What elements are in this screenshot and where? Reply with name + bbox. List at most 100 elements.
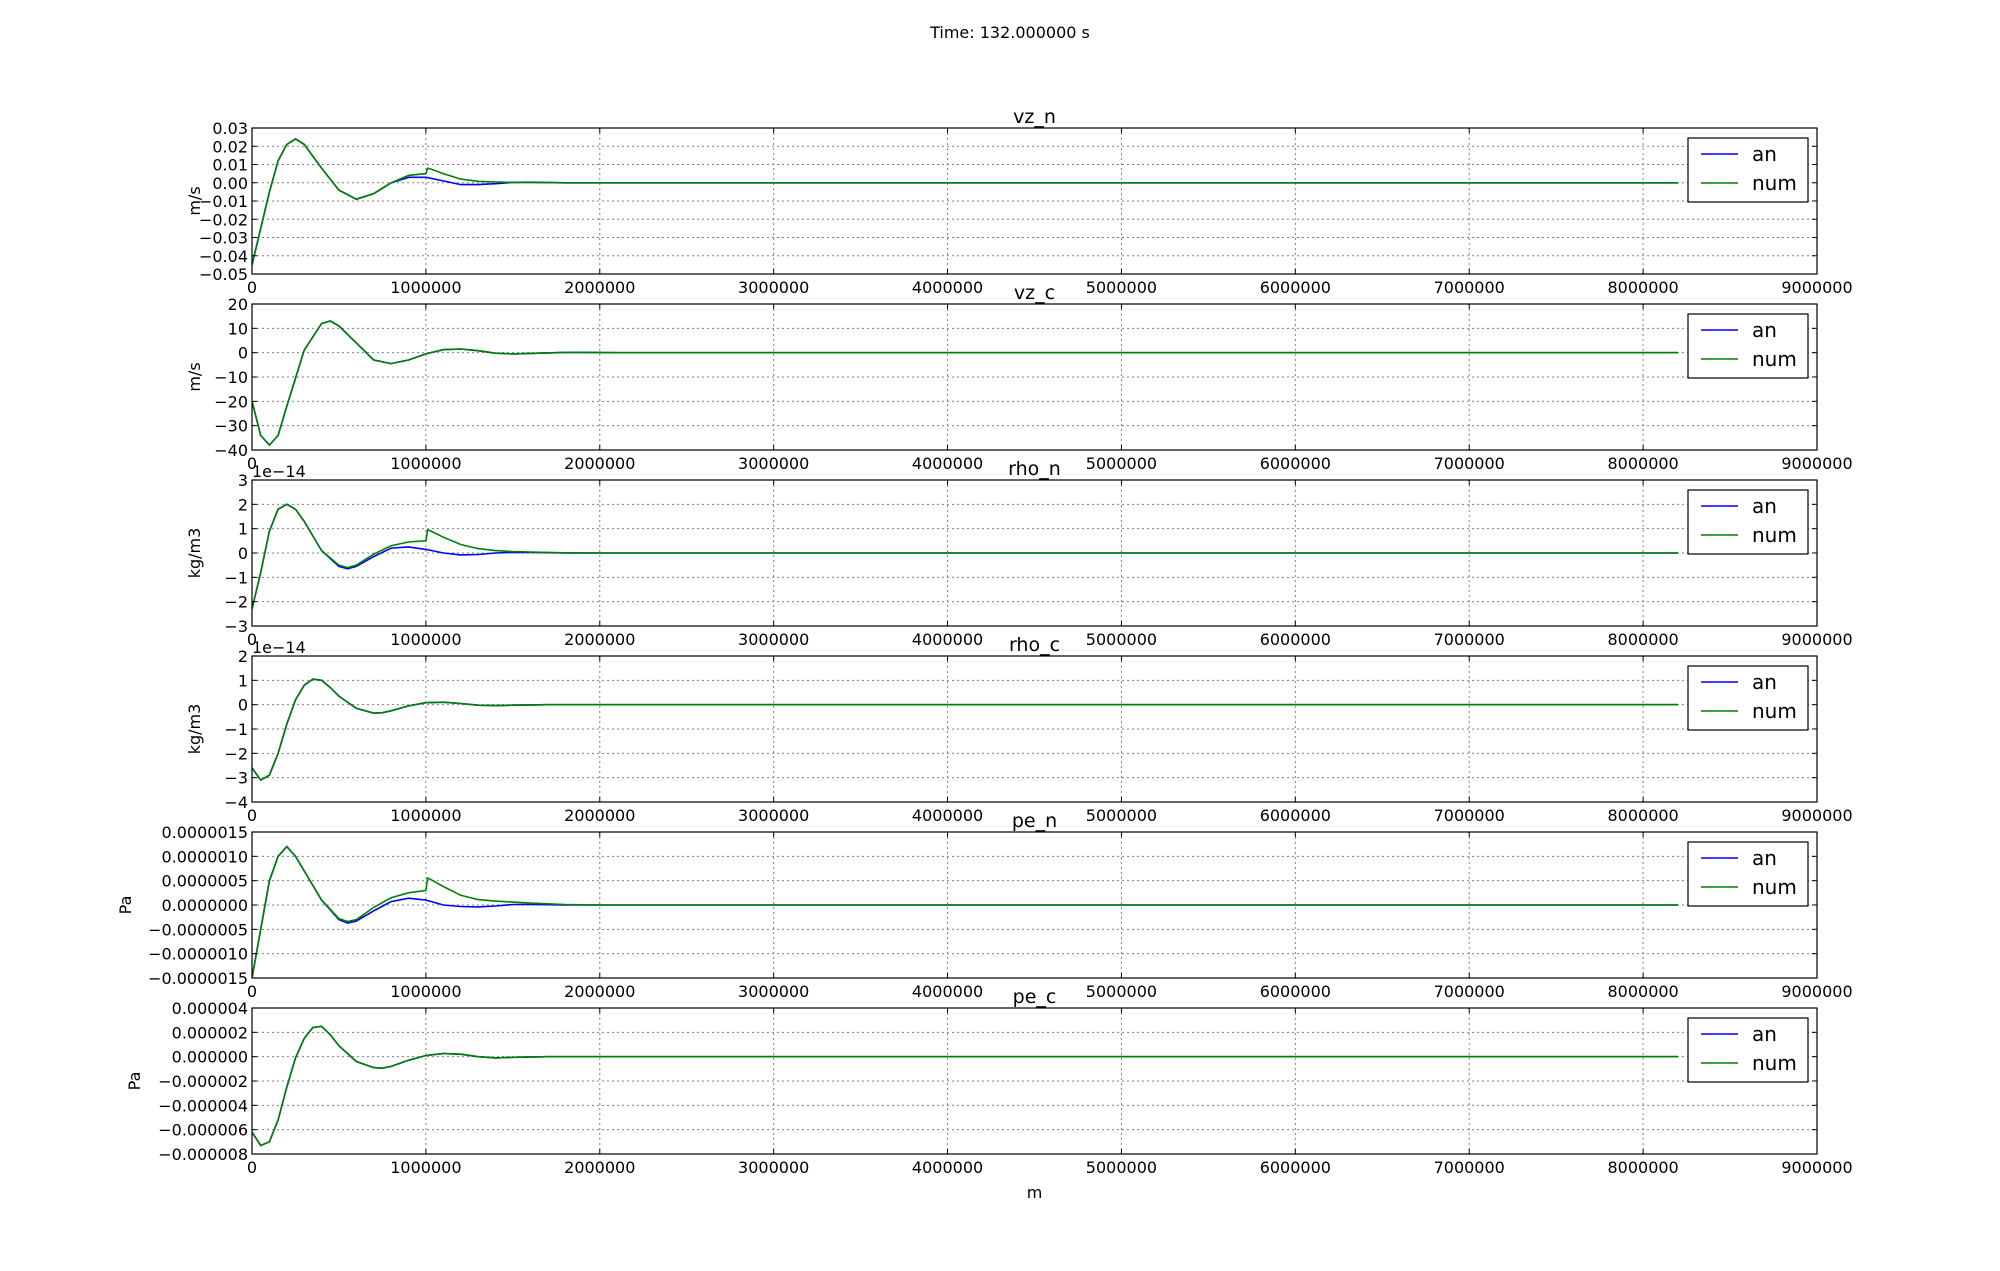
y-tick-label: 0.00 [212, 174, 248, 193]
x-tick-label: 1000000 [390, 806, 461, 825]
y-tick-label: −0.000006 [158, 1121, 248, 1140]
y-tick-label: 0 [238, 344, 248, 363]
y-tick-label: 0.03 [212, 119, 248, 138]
legend-label-num: num [1752, 1051, 1797, 1075]
legend-label-num: num [1752, 523, 1797, 547]
legend-box [1687, 841, 1809, 907]
x-tick-label: 9000000 [1781, 630, 1852, 649]
y-tick-label: −0.05 [199, 265, 248, 284]
x-tick-label: 7000000 [1434, 630, 1505, 649]
subplot-pe-c: 0 1000000 2000000 3000000 4000000 5000000 6000… [125, 986, 1853, 1202]
y-tick-label: 0.01 [212, 156, 248, 175]
y-tick-label: 0.0000000 [161, 896, 248, 915]
y-tick-label: 0 [238, 544, 248, 563]
x-tick-label: 2000000 [564, 454, 635, 473]
y-tick-label: −0.000004 [158, 1096, 248, 1115]
x-tick-label: 0 [247, 278, 257, 297]
legend-box [1687, 1017, 1809, 1083]
legend-label-an: an [1752, 318, 1777, 342]
x-tick-label: 5000000 [1086, 278, 1157, 297]
y-tick-label: −0.000002 [158, 1072, 248, 1091]
x-tick-label: 7000000 [1434, 982, 1505, 1001]
subplot-rho-c: 0 1000000 2000000 3000000 4000000 5000000 6000… [185, 634, 1853, 825]
x-tick-label: 3000000 [738, 630, 809, 649]
x-tick-label: 6000000 [1260, 806, 1331, 825]
x-tick-label: 9000000 [1781, 278, 1852, 297]
subplot-title: vz_c [1014, 282, 1055, 304]
y-tick-label: −40 [214, 441, 248, 460]
y-tick-label: 2 [238, 495, 248, 514]
y-tick-label: 0.0000010 [161, 847, 248, 866]
x-tick-label: 9000000 [1781, 806, 1852, 825]
subplot-pe-n: 0 1000000 2000000 3000000 4000000 5000000 6000… [116, 810, 1853, 1001]
x-tick-label: 2000000 [564, 630, 635, 649]
y-offset-label: 1e−14 [252, 638, 306, 657]
y-axis-label: Pa [125, 1072, 144, 1091]
y-tick-label: 1 [238, 671, 248, 690]
y-axis-label: kg/m3 [185, 528, 204, 579]
y-tick-label: −0.0000015 [148, 969, 248, 988]
y-tick-label: 0 [238, 696, 248, 715]
x-tick-label: 0 [247, 806, 257, 825]
legend: an num [1687, 489, 1809, 555]
y-tick-label: 20 [228, 295, 248, 314]
y-tick-label: 10 [228, 319, 248, 338]
subplot-title: pe_n [1012, 810, 1057, 832]
x-tick-label: 5000000 [1086, 630, 1157, 649]
x-tick-label: 7000000 [1434, 1158, 1505, 1177]
legend-box [1687, 137, 1809, 203]
x-tick-label: 5000000 [1086, 982, 1157, 1001]
x-tick-label: 0 [247, 982, 257, 1001]
legend-box [1687, 489, 1809, 555]
x-tick-label: 3000000 [738, 982, 809, 1001]
x-tick-label: 2000000 [564, 1158, 635, 1177]
legend-label-an: an [1752, 142, 1777, 166]
x-tick-label: 6000000 [1260, 278, 1331, 297]
x-tick-label: 9000000 [1781, 982, 1852, 1001]
x-tick-label: 3000000 [738, 278, 809, 297]
x-tick-label: 6000000 [1260, 982, 1331, 1001]
x-tick-label: 1000000 [390, 982, 461, 1001]
y-tick-label: −1 [224, 568, 248, 587]
legend-label-num: num [1752, 699, 1797, 723]
legend-label-an: an [1752, 1022, 1777, 1046]
x-tick-label: 5000000 [1086, 806, 1157, 825]
x-tick-label: 4000000 [912, 1158, 983, 1177]
x-tick-label: 2000000 [564, 982, 635, 1001]
series-line-num [252, 678, 1678, 782]
x-tick-label: 4000000 [912, 278, 983, 297]
y-tick-label: −20 [214, 392, 248, 411]
x-tick-label: 0 [247, 630, 257, 649]
x-tick-label: 5000000 [1086, 454, 1157, 473]
x-tick-label: 7000000 [1434, 454, 1505, 473]
y-tick-label: −3 [224, 769, 248, 788]
series-line-num [252, 320, 1678, 447]
x-tick-label: 7000000 [1434, 806, 1505, 825]
y-axis-label: m/s [185, 186, 204, 215]
x-tick-label: 6000000 [1260, 630, 1331, 649]
x-tick-label: 1000000 [390, 278, 461, 297]
series-line-num [252, 503, 1678, 610]
y-tick-label: −1 [224, 720, 248, 739]
y-tick-label: −10 [214, 368, 248, 387]
subplot-title: rho_c [1009, 634, 1060, 656]
figure-suptitle: Time: 132.000000 s [929, 23, 1090, 42]
x-tick-label: 4000000 [912, 630, 983, 649]
y-tick-label: −0.0000005 [148, 920, 248, 939]
subplot-rho-n: 0 1000000 2000000 3000000 4000000 5000000 6000… [185, 458, 1853, 649]
x-axis-label: m [1027, 1183, 1043, 1202]
y-tick-label: −2 [224, 744, 248, 763]
subplot-vz-c: 0 1000000 2000000 3000000 4000000 5000000 6000… [185, 282, 1853, 473]
y-tick-label: 0.0000005 [161, 872, 248, 891]
x-tick-label: 3000000 [738, 454, 809, 473]
legend: an num [1687, 665, 1809, 731]
x-tick-label: 0 [247, 1158, 257, 1177]
x-tick-label: 8000000 [1607, 806, 1678, 825]
series-line-num [252, 845, 1678, 978]
x-tick-label: 2000000 [564, 806, 635, 825]
x-tick-label: 1000000 [390, 630, 461, 649]
x-tick-label: 1000000 [390, 1158, 461, 1177]
x-tick-label: 4000000 [912, 982, 983, 1001]
x-tick-label: 8000000 [1607, 630, 1678, 649]
y-tick-label: −0.000008 [158, 1145, 248, 1164]
